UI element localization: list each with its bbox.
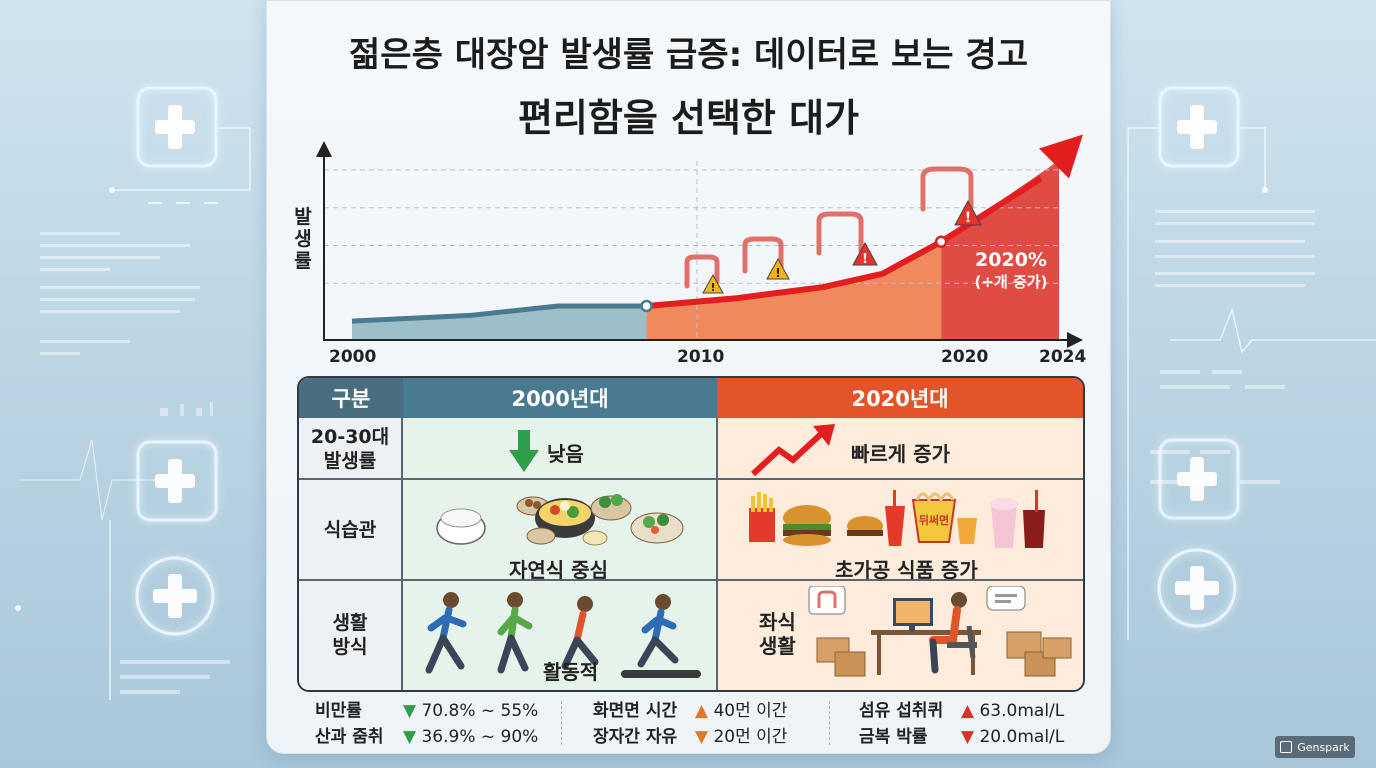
svg-text:!: ! [775,266,780,280]
stat-value: 63.0mal/L [979,701,1065,721]
down-triangle-icon: ▼ [961,727,975,747]
stat-label: 장자간 자유 [593,727,678,747]
brand-name: Genspark [1297,740,1350,754]
stat-value: 20먼 이간 [713,727,788,747]
comparison-table: 구분 2000년대 2020년대 20-30대 발생률 식습관 생활 방식 낮음… [297,376,1085,692]
page-subtitle: 편리함을 선택한 대가 [517,96,860,140]
x-tick-label: 2000 [329,347,377,367]
stats-group-screen: 화면면 시간 ▲ 40먼 이간 장자간 자유 ▼ 20먼 이간 [593,698,787,750]
growth-annotation: 2020% (+개 증가) [965,249,1057,292]
incidence-2020s: 빠르게 증가 [851,442,950,466]
lifestyle-2020s: 좌식 생활 [759,610,796,658]
stat-item: 비만률 ▼ 70.8% ~ 55% [315,698,538,724]
stat-label: 비만률 [315,701,362,721]
down-triangle-icon: ▼ [403,727,417,747]
area-segment-2000-2010 [352,305,647,340]
incidence-area-chart: ! ! ! ! [316,134,1083,348]
stat-item: 장자간 자유 ▼ 20먼 이간 [593,724,787,750]
infographic-card: 젊은층 대장암 발생률 급증: 데이터로 보는 경고 편리함을 선택한 대가 !… [266,0,1111,754]
diet-2000s: 자연식 중심 [509,558,608,582]
x-tick-label: 2024 [1039,347,1087,367]
stat-value: 36.9% ~ 90% [421,727,539,747]
stat-value: 20.0mal/L [979,727,1065,747]
natural-food-icon [436,494,684,546]
up-triangle-icon: ▲ [961,701,975,721]
processed-food-icon: 뒤써면 [749,490,1045,548]
x-tick-label: 2020 [941,347,989,367]
colon-warning-icons [684,166,974,289]
lifestyle-2000s: 활동적 [543,660,599,684]
data-point-2020 [934,235,948,248]
medical-cross-icon [135,86,218,636]
down-triangle-icon: ▼ [695,727,709,747]
annotation-note: (+개 증가) [974,273,1048,291]
warning-icons: ! ! ! ! [702,199,982,294]
stat-label: 산과 줌취 [315,727,384,747]
svg-text:!: ! [965,210,971,226]
y-axis-label: 발생률 [294,206,312,272]
stat-item: 금복 박률 ▼ 20.0mal/L [859,724,1064,750]
trend-line-early [351,303,647,324]
area-segment-2020-2024 [941,160,1059,340]
active-people-icon [425,592,701,678]
stat-label: 화면면 시간 [593,701,678,721]
stat-item: 산과 줌취 ▼ 36.9% ~ 90% [315,724,538,750]
heartbeat-line [20,439,160,521]
brand-badge[interactable]: Genspark [1275,736,1355,758]
row-label-incidence: 20-30대 발생률 [299,418,403,480]
annotation-value: 2020% [975,249,1047,271]
stat-label: 금복 박률 [859,727,928,747]
svg-text:!: ! [710,281,715,294]
stat-value: 40먼 이간 [713,701,788,721]
stats-group-body: 비만률 ▼ 70.8% ~ 55% 산과 줌취 ▼ 36.9% ~ 90% [315,698,538,750]
data-point-2010 [640,299,653,313]
brand-logo-icon [1280,741,1293,753]
down-arrow-icon [509,430,539,472]
row-label-lifestyle: 생활 방식 [299,580,403,690]
trend-arrow-head [1039,134,1083,179]
x-tick-label: 2010 [677,347,725,367]
diet-2020s: 초가공 식품 증가 [835,558,978,582]
incidence-2000s: 낮음 [547,442,584,466]
up-triangle-icon: ▲ [695,701,709,721]
stat-item: 섬유 섭취퀴 ▲ 63.0mal/L [859,698,1064,724]
page-title: 젊은층 대장암 발생률 급증: 데이터로 보는 경고 [349,35,1028,75]
stats-group-fiber: 섬유 섭취퀴 ▲ 63.0mal/L 금복 박률 ▼ 20.0mal/L [859,698,1064,750]
header-category: 구분 [299,378,403,418]
down-triangle-icon: ▼ [403,701,417,721]
stat-value: 70.8% ~ 55% [421,701,539,721]
area-segment-2010-2020 [646,241,942,340]
trend-line-late [646,175,1043,309]
row-label-diet: 식습관 [299,480,403,580]
svg-text:!: ! [862,252,868,267]
header-2020s: 2020년대 [717,378,1083,418]
header-2000s: 2000년대 [403,378,717,418]
stat-item: 화면면 시간 ▲ 40먼 이간 [593,698,787,724]
bowl-label: 뒤써면 [919,513,949,527]
sedentary-desk-icon [808,586,1072,677]
trend-up-arrow-icon [750,424,835,477]
column-2000s-body [403,418,717,690]
stat-label: 섬유 섭취퀴 [859,701,944,721]
